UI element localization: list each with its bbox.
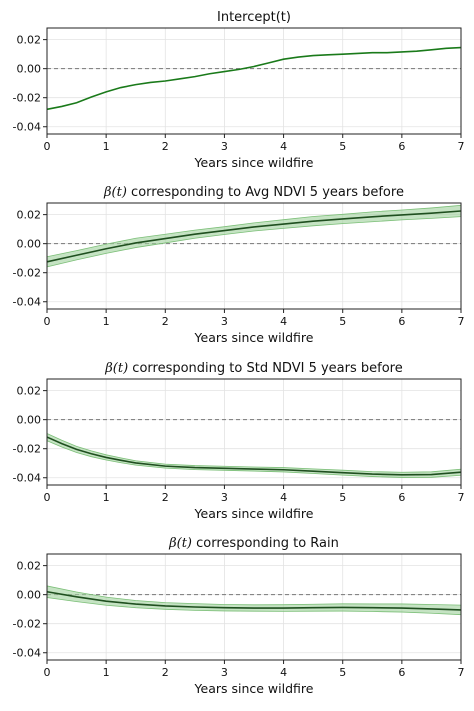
chart-title-text: corresponding to Std NDVI 5 years before	[128, 361, 403, 376]
x-tick-label: 4	[280, 491, 287, 504]
series-line	[46, 210, 462, 263]
chart-title: β(t) corresponding to Std NDVI 5 years b…	[104, 361, 402, 376]
x-tick-label: 7	[458, 315, 465, 328]
plot-frame	[46, 202, 462, 310]
y-tick-label: -0.04	[13, 647, 41, 660]
x-tick-label: 6	[398, 140, 405, 153]
confidence-band	[46, 585, 462, 616]
x-tick-label: 3	[221, 315, 228, 328]
plot-frame	[46, 27, 462, 135]
x-tick-label: 2	[162, 140, 169, 153]
x-tick-label: 4	[280, 315, 287, 328]
y-tick-label: 0.02	[17, 34, 42, 47]
y-tick-label: -0.02	[13, 443, 41, 456]
x-tick-label: 0	[44, 315, 51, 328]
chart-title-text: corresponding to Rain	[192, 536, 339, 551]
plot-frame	[46, 378, 462, 486]
x-tick-label: 0	[44, 666, 51, 679]
chart-title: Intercept(t)	[217, 10, 291, 25]
chart-panel-2: 0 1 2 3 4 5 6 7 0.02 0.00 -0.02 -0.04 Years since wi…	[13, 185, 465, 345]
x-tick-label: 3	[221, 140, 228, 153]
chart-title-math: β(t)	[168, 536, 192, 551]
x-tick-label: 4	[280, 140, 287, 153]
x-tick-label: 5	[339, 140, 346, 153]
x-tick-label: 2	[162, 491, 169, 504]
x-tick-label: 3	[221, 491, 228, 504]
x-axis-label: Years since wildfire	[194, 681, 314, 696]
y-tick-label: -0.04	[13, 296, 41, 309]
x-tick-label: 3	[221, 666, 228, 679]
x-tick-label: 5	[339, 666, 346, 679]
series-line	[46, 590, 462, 611]
x-tick-label: 7	[458, 140, 465, 153]
x-tick-label: 1	[103, 315, 110, 328]
series-line	[46, 436, 462, 476]
plot-frame	[46, 553, 462, 661]
y-tick-label: 0.00	[17, 63, 42, 76]
x-tick-label: 5	[339, 315, 346, 328]
y-tick-label: -0.04	[13, 472, 41, 485]
x-axis-label: Years since wildfire	[194, 330, 314, 345]
x-tick-label: 4	[280, 666, 287, 679]
x-tick-label: 2	[162, 315, 169, 328]
x-tick-label: 7	[458, 666, 465, 679]
y-tick-label: -0.02	[13, 618, 41, 631]
x-tick-label: 6	[398, 666, 405, 679]
x-tick-label: 0	[44, 140, 51, 153]
chart-title-math: β(t)	[104, 361, 128, 376]
x-tick-label: 0	[44, 491, 51, 504]
y-tick-label: -0.04	[13, 121, 41, 134]
x-tick-label: 1	[103, 140, 110, 153]
y-tick-label: 0.00	[17, 589, 42, 602]
chart-title: β(t) corresponding to Rain	[168, 536, 339, 551]
y-tick-label: 0.02	[17, 560, 42, 573]
y-tick-label: 0.00	[17, 414, 42, 427]
chart-title: β(t) corresponding to Avg NDVI 5 years b…	[103, 185, 404, 200]
chart-title-text: corresponding to Avg NDVI 5 years before	[127, 185, 404, 200]
y-tick-label: -0.02	[13, 92, 41, 105]
y-tick-label: 0.02	[17, 385, 42, 398]
confidence-band	[46, 432, 462, 478]
x-tick-label: 6	[398, 491, 405, 504]
x-tick-label: 5	[339, 491, 346, 504]
chart-panel-1: 0 1 2 3 4 5 6 7 0.02 0.00 -0.02 -0.04 Years since wi…	[13, 10, 465, 170]
x-tick-label: 1	[103, 491, 110, 504]
x-tick-label: 6	[398, 315, 405, 328]
chart-panel-3: 0 1 2 3 4 5 6 7 0.02 0.00 -0.02 -0.04 Years since wi…	[13, 361, 465, 521]
y-tick-label: 0.00	[17, 238, 42, 251]
series-line	[46, 46, 462, 111]
x-axis-label: Years since wildfire	[194, 506, 314, 521]
y-tick-label: 0.02	[17, 209, 42, 222]
x-tick-label: 2	[162, 666, 169, 679]
chart-title-math: β(t)	[103, 185, 127, 200]
x-tick-label: 1	[103, 666, 110, 679]
x-tick-label: 7	[458, 491, 465, 504]
y-tick-label: -0.02	[13, 267, 41, 280]
x-axis-label: Years since wildfire	[194, 155, 314, 170]
chart-panel-4: 0 1 2 3 4 5 6 7 0.02 0.00 -0.02 -0.04 Years since wi…	[13, 536, 465, 696]
